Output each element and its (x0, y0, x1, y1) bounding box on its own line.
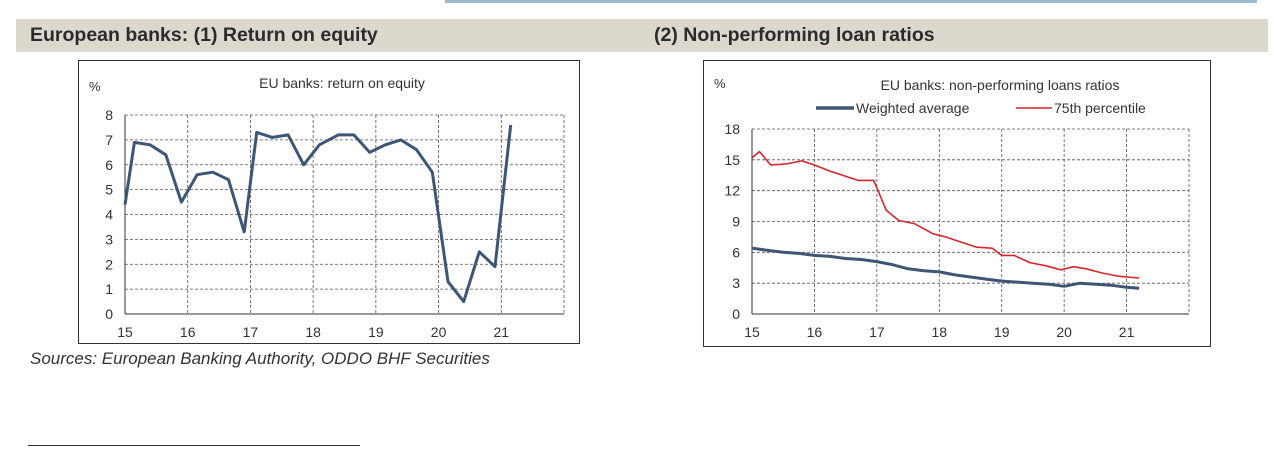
c0-y-tick-label: 8 (105, 107, 113, 123)
c1-x-tick-label: 21 (1119, 324, 1135, 340)
c1-y-tick-label: 3 (732, 275, 740, 291)
c1-y-tick-label: 0 (732, 306, 740, 322)
source-note: Sources: European Banking Authority, ODD… (30, 349, 490, 368)
footnote-rule (28, 445, 360, 446)
right-panel-title: (2) Non-performing loan ratios (654, 24, 935, 46)
roe-chart-frame: EU banks: return on equity% 0 1 2 3 4 5 6 7 8 15 16… (78, 60, 580, 344)
c0-y-tick-label: 3 (105, 231, 113, 247)
c1-x-tick-label: 20 (1056, 324, 1072, 340)
c1-chart-title: EU banks: non-performing loans ratios (881, 77, 1120, 93)
c1-x-tick-label: 18 (931, 324, 947, 340)
c1-x-tick-label: 17 (869, 324, 885, 340)
c1-y-tick-label: 6 (732, 244, 740, 260)
c1-y-tick-label: 12 (724, 183, 740, 199)
left-panel-title: European banks: (1) Return on equity (30, 24, 378, 46)
c0-series-line-0 (123, 124, 513, 304)
c1-x-tick-label: 16 (807, 324, 823, 340)
c0-x-tick-label: 15 (117, 324, 133, 340)
c1-series-line-0 (751, 246, 1140, 290)
npl-chart: EU banks: non-performing loans ratios% 0 3… (714, 76, 1190, 340)
c1-y-tick-label: 15 (724, 152, 740, 168)
c1-unit-label: % (714, 76, 726, 91)
c0-x-tick-label: 21 (493, 324, 509, 340)
c0-y-tick-label: 2 (105, 256, 113, 272)
c0-y-tick-label: 6 (105, 157, 113, 173)
c0-y-tick-label: 1 (105, 281, 113, 297)
top-decorative-rule (445, 0, 1257, 3)
c0-y-tick-label: 4 (105, 207, 113, 223)
c0-chart-title: EU banks: return on equity (259, 75, 425, 91)
c1-y-tick-label: 9 (732, 214, 740, 230)
c0-y-tick-label: 0 (105, 306, 113, 322)
c1-legend-label: Weighted average (856, 100, 970, 116)
c0-unit-label: % (89, 79, 101, 94)
c0-x-tick-label: 18 (305, 324, 321, 340)
c1-y-tick-label: 18 (724, 121, 740, 137)
npl-chart-frame: EU banks: non-performing loans ratios% 0 3… (703, 60, 1211, 347)
c0-x-tick-label: 17 (243, 324, 259, 340)
c1-legend-label: 75th percentile (1054, 100, 1146, 116)
c0-y-tick-label: 5 (105, 182, 113, 198)
c0-x-tick-label: 20 (431, 324, 447, 340)
c0-x-tick-label: 16 (180, 324, 196, 340)
c1-x-tick-label: 15 (744, 324, 760, 340)
c0-y-tick-label: 7 (105, 132, 113, 148)
c0-x-tick-label: 19 (368, 324, 384, 340)
c1-series-line-1 (751, 150, 1140, 279)
c1-x-tick-label: 19 (994, 324, 1010, 340)
roe-chart: EU banks: return on equity% 0 1 2 3 4 5 6 7 8 15 16… (89, 75, 565, 340)
section-header-band (16, 19, 1268, 52)
